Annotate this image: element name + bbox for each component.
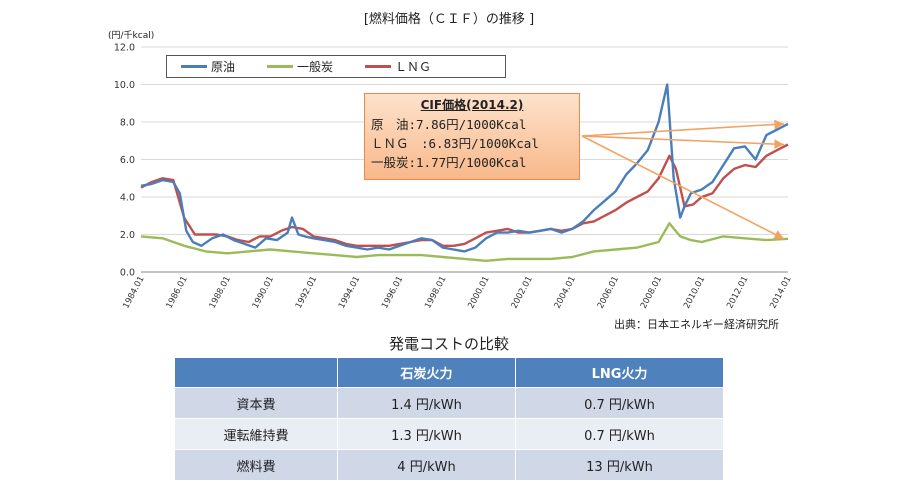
x-tick-label: 2006.01 [596, 275, 621, 311]
table-header-row: 石炭火力 LNG火力 [174, 357, 724, 388]
x-tick-label: 2002.01 [510, 275, 535, 311]
series-line-crude [140, 83, 789, 253]
x-tick-label: 2012.01 [725, 275, 750, 311]
x-tick-label: 1984.01 [121, 275, 146, 311]
cif-price-callout: CIF価格(2014.2) 原 油:7.86円/1000Kcal ＬＮＧ :6.… [364, 93, 580, 180]
coal-value: 4 円/kWh [337, 449, 516, 481]
callout-arrows [581, 119, 785, 240]
chart-title: [燃料価格（ＣＩＦ）の推移 ] [363, 12, 535, 27]
header-coal: 石炭火力 [337, 357, 516, 388]
legend-swatch-crude [181, 65, 207, 68]
fuel-price-chart: 0.02.04.06.08.010.012.0 1984.01 1986.01 19… [114, 43, 794, 311]
legend-item-coal: 一般炭 [267, 58, 333, 75]
x-tick-label: 1994.01 [337, 275, 362, 311]
table-row: 運転維持費 1.3 円/kWh 0.7 円/kWh [174, 418, 724, 450]
header-empty [174, 357, 338, 388]
x-tick-label: 2010.01 [682, 275, 707, 311]
legend-label-coal: 一般炭 [297, 60, 334, 74]
callout-row-lng: ＬＮＧ :6.83円/1000Kcal [371, 136, 539, 151]
legend-swatch-lng [365, 65, 392, 68]
table-title: 発電コストの比較 [388, 335, 509, 353]
x-tick-label: 2000.01 [466, 275, 491, 311]
chart-legend: 原油 一般炭 ＬＮＧ [166, 55, 506, 78]
arrow-to-coal [581, 135, 785, 240]
legend-label-crude: 原油 [211, 60, 236, 74]
legend-item-lng: ＬＮＧ [365, 58, 431, 75]
legend-item-crude: 原油 [181, 58, 235, 75]
lng-value: 0.7 円/kWh [515, 418, 724, 450]
callout-row-coal: 一般炭:1.77円/1000Kcal [371, 155, 527, 170]
legend-label-lng: ＬＮＧ [395, 60, 432, 74]
callout-title: CIF価格(2014.2) [420, 98, 524, 112]
y-tick-label: 4.0 [120, 193, 135, 204]
series-line-lng [140, 143, 789, 248]
header-lng: LNG火力 [515, 357, 724, 388]
row-label: 運転維持費 [174, 418, 338, 450]
series-lines [140, 83, 789, 262]
cost-comparison-table: 石炭火力 LNG火力 資本費 1.4 円/kWh 0.7 円/kWh 運転維持費… [174, 357, 724, 481]
x-tick-label: 1998.01 [423, 275, 448, 311]
x-tick-label: 1992.01 [294, 275, 319, 311]
y-ticks: 0.0 2.0 4.0 6.0 8.0 10.0 12.0 [114, 43, 135, 279]
y-tick-label: 6.0 [120, 155, 135, 166]
x-tick-label: 2014.01 [768, 275, 793, 311]
row-label: 資本費 [174, 387, 338, 419]
table-row: 資本費 1.4 円/kWh 0.7 円/kWh [174, 387, 724, 419]
arrow-to-crude [581, 119, 785, 137]
x-tick-label: 1988.01 [208, 275, 233, 311]
coal-value: 1.4 円/kWh [337, 387, 516, 419]
x-tick-label: 2004.01 [553, 275, 578, 311]
callout-row-crude: 原 油:7.86円/1000Kcal [371, 117, 527, 132]
series-line-coal [140, 222, 789, 262]
row-label: 燃料費 [174, 449, 338, 481]
x-tick-label: 2008.01 [639, 275, 664, 311]
x-ticks: 1984.01 1986.01 1988.01 1990.01 1992.01 1994.… [121, 275, 793, 311]
lng-value: 0.7 円/kWh [515, 387, 724, 419]
y-tick-label: 2.0 [120, 230, 135, 241]
y-axis-unit: (円/千kcal) [108, 31, 155, 41]
lng-value: 13 円/kWh [515, 449, 724, 481]
x-tick-label: 1996.01 [380, 275, 405, 311]
y-tick-label: 12.0 [114, 43, 135, 54]
arrow-to-lng [581, 135, 785, 149]
y-tick-label: 0.0 [120, 268, 135, 279]
y-tick-label: 8.0 [120, 118, 135, 129]
x-tick-label: 1990.01 [251, 275, 276, 311]
table-row: 燃料費 4 円/kWh 13 円/kWh [174, 449, 724, 481]
coal-value: 1.3 円/kWh [337, 418, 516, 450]
y-tick-label: 10.0 [114, 80, 135, 91]
x-tick-label: 1986.01 [164, 275, 189, 311]
source-note: 出典：日本エネルギー経済研究所 [614, 318, 779, 331]
legend-swatch-coal [267, 65, 294, 68]
